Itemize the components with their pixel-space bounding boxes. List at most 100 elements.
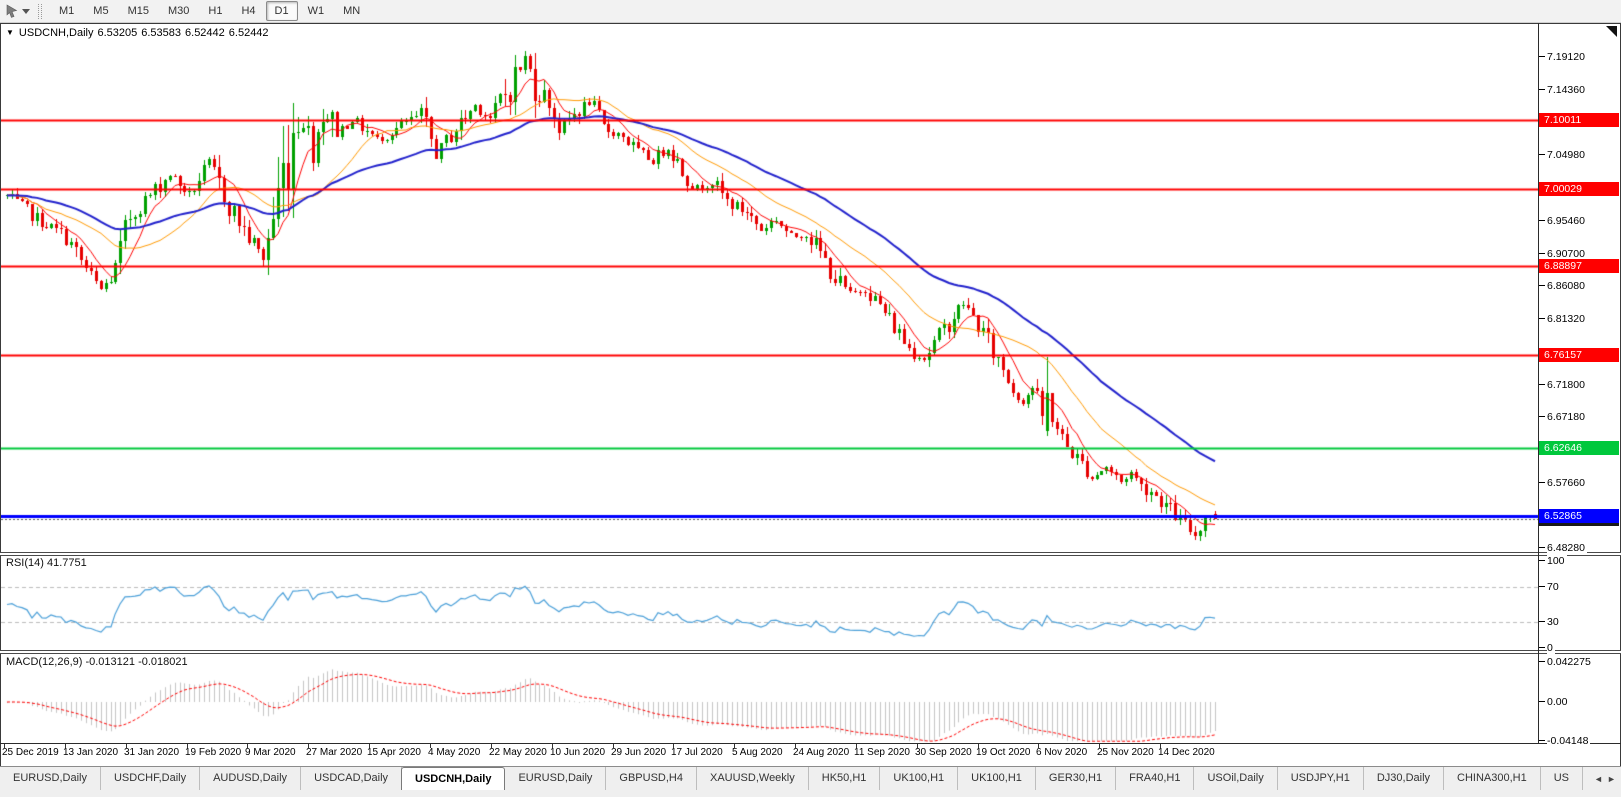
one-click-collapse-icon[interactable]: ▼ — [6, 28, 14, 37]
date-tick — [917, 744, 918, 748]
price-tick-label: 6.86080 — [1539, 280, 1587, 292]
date-tick — [613, 744, 614, 748]
date-tick — [1160, 744, 1161, 748]
chart-tab[interactable]: GBPUSD,H4 — [606, 767, 697, 790]
rsi-tick-label: 0 — [1539, 642, 1555, 654]
date-label: 31 Jan 2020 — [124, 747, 180, 758]
date-label: 9 Mar 2020 — [245, 747, 296, 758]
pane-separator-rsi[interactable] — [0, 552, 1621, 556]
tab-scroll-right-icon[interactable]: ► — [1607, 773, 1616, 784]
price-tick-label: 6.71800 — [1539, 379, 1587, 391]
chart-tab[interactable]: UK100,H1 — [880, 767, 959, 790]
date-label: 5 Aug 2020 — [732, 747, 783, 758]
date-label: 25 Dec 2019 — [2, 747, 59, 758]
date-tick — [673, 744, 674, 748]
date-label: 14 Dec 2020 — [1158, 747, 1215, 758]
rsi-label: RSI(14) 41.7751 — [6, 557, 87, 569]
chart-tab[interactable]: UK100,H1 — [958, 767, 1036, 790]
chart-tab[interactable]: USOil,Daily — [1194, 767, 1278, 790]
macd-tick-label: 0.042275 — [1539, 656, 1593, 668]
date-tick — [856, 744, 857, 748]
date-label: 13 Jan 2020 — [63, 747, 119, 758]
date-label: 19 Oct 2020 — [976, 747, 1031, 758]
timeframe-button-w1[interactable]: W1 — [307, 5, 325, 17]
macd-label: MACD(12,26,9) -0.013121 -0.018021 — [6, 656, 188, 668]
date-tick — [247, 744, 248, 748]
price-badge: 7.10011 — [1539, 113, 1619, 127]
date-label: 22 May 2020 — [489, 747, 547, 758]
date-label: 30 Sep 2020 — [915, 747, 972, 758]
chart-tab[interactable]: EURUSD,Daily — [505, 767, 607, 790]
chart-tab[interactable]: EURUSD,Daily — [0, 767, 101, 790]
timeframe-button-m15[interactable]: M15 — [127, 5, 149, 17]
price-badge: 6.76157 — [1539, 348, 1619, 362]
price-tick-label: 7.04980 — [1539, 149, 1587, 161]
price-badge: 6.88897 — [1539, 259, 1619, 273]
chart-cursor-icon[interactable] — [4, 3, 20, 19]
chart-tab[interactable]: FRA40,H1 — [1116, 767, 1195, 790]
timeframe-button-m5[interactable]: M5 — [93, 5, 109, 17]
date-tick — [1038, 744, 1039, 748]
chart-tab[interactable]: HK50,H1 — [809, 767, 881, 790]
macd-pane-canvas[interactable] — [1, 654, 1538, 743]
price-axis-border — [1538, 23, 1539, 744]
ohlc-low: 6.52442 — [185, 27, 225, 39]
price-tick-label: 6.67180 — [1539, 411, 1587, 423]
price-tick-label: 6.57660 — [1539, 477, 1587, 489]
date-label: 10 Jun 2020 — [550, 747, 606, 758]
chart-tab[interactable]: USDCAD,Daily — [301, 767, 403, 790]
chart-tab-bar: EURUSD,Daily USDCHF,Daily AUDUSD,Daily USDC… — [0, 766, 1621, 790]
timeframe-button-d1[interactable]: D1 — [265, 1, 298, 21]
chart-tab[interactable]: USDJPY,H1 — [1278, 767, 1364, 790]
rsi-pane-canvas[interactable] — [1, 556, 1538, 649]
price-chart-canvas[interactable] — [1, 24, 1538, 552]
date-tick — [65, 744, 66, 748]
chart-shift-marker-icon[interactable] — [1606, 26, 1617, 37]
date-label: 27 Mar 2020 — [306, 747, 363, 758]
date-tick — [430, 744, 431, 748]
chart-tab[interactable]: US — [1541, 767, 1583, 790]
date-tick — [308, 744, 309, 748]
date-tick — [491, 744, 492, 748]
toolbar-dropdown-caret-icon[interactable] — [22, 8, 30, 14]
date-label: 25 Nov 2020 — [1097, 747, 1154, 758]
chart-tab[interactable]: AUDUSD,Daily — [200, 767, 302, 790]
date-tick — [4, 744, 5, 748]
date-label: 4 May 2020 — [428, 747, 481, 758]
chart-tab[interactable]: GER30,H1 — [1036, 767, 1117, 790]
date-label: 15 Apr 2020 — [367, 747, 421, 758]
timeframe-button-h1[interactable]: H1 — [208, 5, 223, 17]
date-tick — [1099, 744, 1100, 748]
timeframe-button-h4[interactable]: H4 — [241, 5, 256, 17]
chart-tab[interactable]: XAUUSD,Weekly — [697, 767, 809, 790]
date-label: 29 Jun 2020 — [611, 747, 667, 758]
date-tick — [978, 744, 979, 748]
date-label: 11 Sep 2020 — [854, 747, 910, 758]
price-badge: 6.52865 — [1539, 509, 1619, 523]
macd-tick-label: 0.00 — [1538, 696, 1570, 708]
date-label: 19 Feb 2020 — [185, 747, 242, 758]
chart-tab[interactable]: CHINA300,H1 — [1444, 767, 1541, 790]
chart-tab[interactable]: USDCHF,Daily — [101, 767, 201, 790]
timeframe-button-m30[interactable]: M30 — [167, 5, 190, 17]
chart-tab[interactable]: USDCNH,Daily — [401, 767, 506, 790]
price-tick-label: 7.14360 — [1539, 84, 1587, 96]
timeframe-buttons: M1 M5 M15 M30 H1 H4 D1 W1 MN — [50, 1, 370, 21]
ohlc-high: 6.53583 — [141, 27, 182, 39]
timeframe-button-m1[interactable]: M1 — [59, 5, 75, 17]
chart-title: ▼ USDCNH,Daily 6.53205 6.53583 6.52442 6.5244… — [6, 27, 273, 39]
toolbar-drag-grip[interactable] — [38, 3, 42, 19]
tab-scroll-left-icon[interactable]: ◄ — [1594, 773, 1603, 784]
chart-symbol-period: USDCNH,Daily — [18, 27, 94, 39]
price-badge: 6.62646 — [1539, 441, 1619, 455]
date-label: 24 Aug 2020 — [793, 747, 850, 758]
timeframe-toolbar: M1 M5 M15 M30 H1 H4 D1 W1 MN — [0, 0, 1621, 23]
chart-tab[interactable]: DJ30,Daily — [1364, 767, 1445, 790]
tab-scroll-nav: ◄ ► — [1592, 767, 1621, 790]
timeframe-button-mn[interactable]: MN — [343, 5, 361, 17]
date-label: 17 Jul 2020 — [671, 747, 723, 758]
pane-separator-macd[interactable] — [0, 650, 1621, 654]
price-tick-label: 6.95460 — [1539, 215, 1587, 227]
ohlc-open: 6.53205 — [97, 27, 138, 39]
